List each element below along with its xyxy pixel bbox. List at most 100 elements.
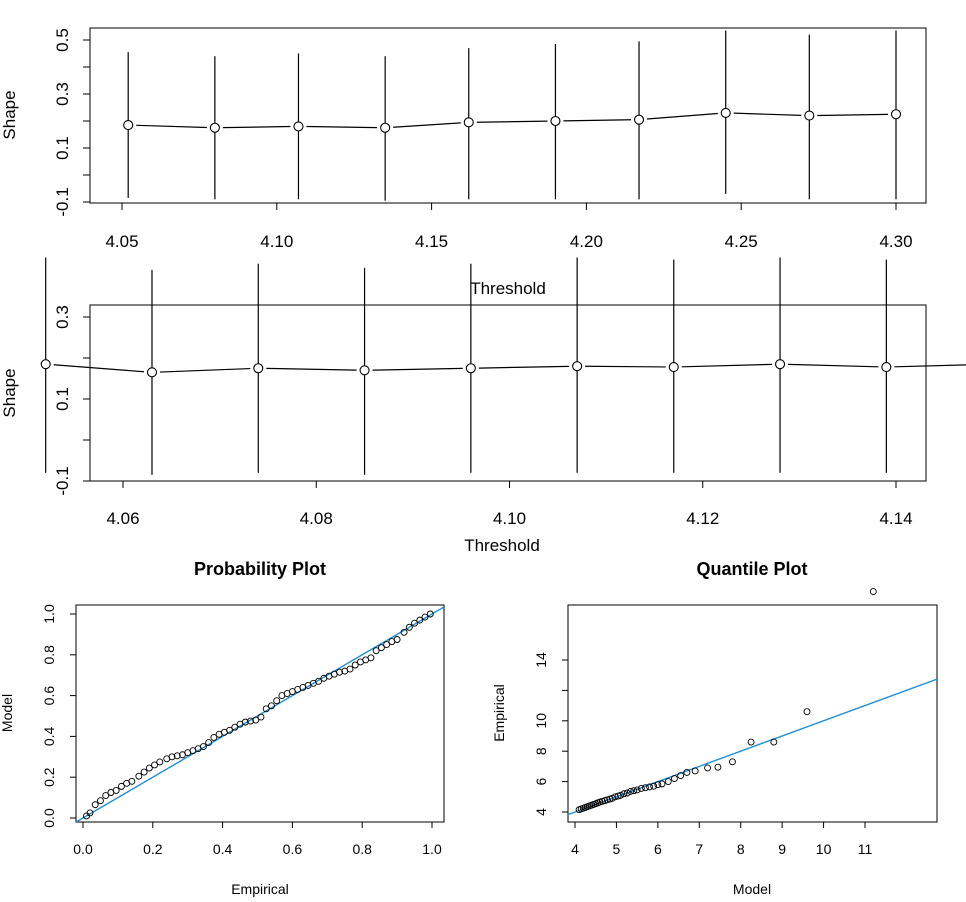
data-point [247,717,254,725]
x-tick-label: 0.2 [143,841,163,857]
data-point [205,739,213,746]
panel-4-title: Quantile Plot [696,559,807,579]
connector-line [393,122,461,128]
data-point [145,764,153,772]
estimate-point [209,122,220,133]
estimate-point [633,114,645,125]
data-point [252,716,260,724]
y-tick-label: 0.4 [41,726,57,746]
data-point [627,788,634,795]
panel-4-xlabel: Model [733,881,771,897]
panel-2-threshold-shape: 4.06 4.08 4.10 4.12 4.14 -0.1 0.1 0.3 Threshold… [0,257,966,555]
panel-1-marks: 4.05 4.10 4.15 4.20 4.25 4.30 -0.1 0.1 0.3 0.5 [53,28,913,251]
connector-line [476,120,548,123]
x-tick-label: 4.10 [260,232,293,251]
data-point [173,752,181,760]
estimate-point [293,121,304,132]
data-point [411,619,418,627]
y-tick-label: -0.1 [53,187,72,216]
data-point [91,801,99,809]
data-point [117,782,125,790]
panel-2-ylabel: Shape [0,368,19,417]
panel-3-title: Probability Plot [194,559,326,579]
data-point [747,738,755,746]
estimate-point [881,361,892,373]
data-point [683,769,691,776]
data-point [383,641,391,649]
panel-3-marks: 0.0 0.2 0.4 0.6 0.8 1.0 0.0 0.2 0.4 0.6 0.8 1.0 [41,604,444,857]
connector-line [222,125,291,129]
x-tick-label: 4.06 [106,509,139,528]
panel-1-xlabel: Threshold [470,279,546,298]
data-point [677,772,685,779]
x-tick-label: 0.4 [213,841,233,857]
panel-1-threshold-shape: 4.05 4.10 4.15 4.20 4.25 4.30 -0.1 0.1 0.3 0.5 Th… [0,27,927,298]
panel-2-marks: 4.06 4.08 4.10 4.12 4.14 -0.1 0.1 0.3 [40,257,966,528]
data-point [135,772,143,780]
data-point [704,764,712,772]
data-point [262,705,270,713]
data-point [346,665,354,673]
data-point [351,661,359,669]
y-tick-label: 6 [533,777,549,785]
panel-1-ylabel: Shape [0,90,19,139]
data-point [664,778,672,786]
x-tick-label: 0.6 [283,841,303,857]
data-point [641,784,649,792]
y-tick-label: 0.8 [41,645,57,665]
data-point [268,702,275,710]
data-point [646,783,654,791]
data-point [623,789,631,797]
connector-line [372,367,463,371]
x-tick-label: 0.8 [352,841,372,857]
panel-4-plot-box [567,604,938,823]
connector-line [733,112,802,116]
estimate-point [40,359,51,370]
x-tick-label: 4.14 [879,509,912,528]
panel-3-ylabel: Model [0,694,15,732]
data-point [102,792,110,800]
estimate-point [253,363,264,374]
data-point [416,616,424,624]
estimate-point [804,110,815,121]
data-point [617,791,625,799]
data-point [257,713,265,721]
data-point [336,668,343,676]
connector-line [563,119,632,122]
y-tick-label: 1.0 [41,604,57,624]
data-point [210,733,218,741]
estimate-point [463,117,474,128]
data-point [714,763,722,771]
y-tick-label: 0.3 [53,305,72,329]
connector-line [159,367,251,373]
estimate-point [146,367,158,378]
x-tick-label: 4.25 [725,232,758,251]
estimate-point [380,122,391,133]
data-point [151,761,158,769]
x-tick-label: 1.0 [422,841,442,857]
connector-line [894,364,966,368]
data-point [128,777,136,785]
connector-line [681,363,773,368]
estimate-point [123,120,134,131]
x-tick-label: 4.10 [493,509,526,528]
estimate-point [720,107,731,118]
y-tick-label: 8 [533,747,549,755]
data-point [630,787,638,795]
data-point [670,775,678,783]
y-tick-label: 0.3 [53,82,72,106]
data-point [691,767,699,775]
connector-line [788,363,879,368]
data-point [421,613,429,621]
reference-line [568,678,937,816]
data-point [367,654,375,662]
data-point [400,628,408,636]
estimate-point [465,363,476,374]
x-tick-label: 10 [816,841,832,857]
data-point [377,644,385,652]
data-point [273,697,281,705]
x-tick-label: 0.0 [73,841,93,857]
y-tick-label: 0.5 [53,28,72,52]
data-point [168,753,176,761]
data-point [654,781,662,789]
